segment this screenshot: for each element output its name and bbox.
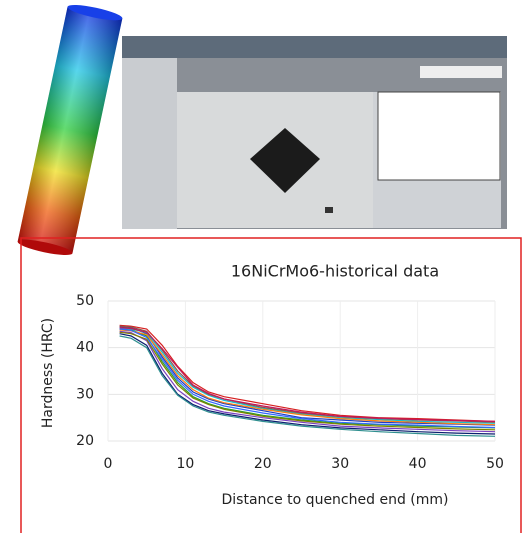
y-tick-label: 40 [76,340,94,356]
chart: 16NiCrMo6-historical data Distance to qu… [40,262,504,509]
x-tick-label: 0 [104,456,113,472]
y-tick-label: 20 [76,433,94,449]
x-axis-label: Distance to quenched end (mm) [222,492,449,508]
rainbow-cylinder [17,5,123,255]
data-line [119,331,496,431]
data-line [119,327,496,424]
x-tick-label: 20 [254,456,272,472]
x-tick-label: 30 [331,456,349,472]
data-line [119,330,496,433]
data-line [119,333,496,435]
data-line [119,327,496,422]
data-line [119,335,496,437]
chart-title: 16NiCrMo6-historical data [231,262,439,281]
data-line [119,326,496,426]
x-tick-label: 10 [176,456,194,472]
y-tick-label: 50 [76,293,94,309]
x-tick-label: 50 [486,456,504,472]
data-line [119,324,496,422]
software-screenshot [122,36,507,229]
y-tick-label: 30 [76,386,94,402]
y-axis-label: Hardness (HRC) [40,318,56,428]
data-line [119,328,496,429]
red-frame [20,237,522,533]
x-tick-label: 40 [409,456,427,472]
data-line [119,329,496,426]
